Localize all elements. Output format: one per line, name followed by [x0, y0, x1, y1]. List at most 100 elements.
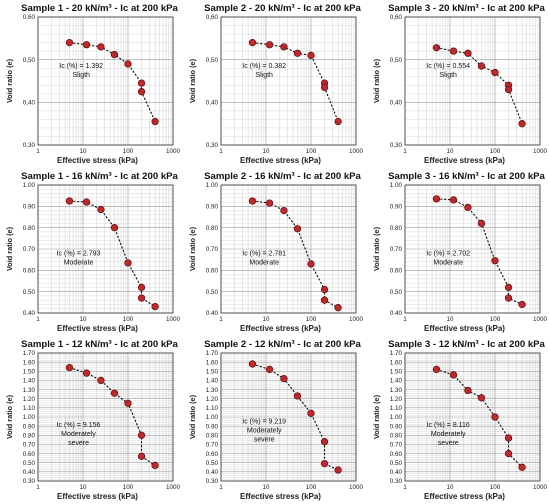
- data-point: [151, 302, 159, 311]
- y-tick-label: 1.30: [23, 387, 36, 394]
- annotation-line: Ic (%) = 2.793: [57, 250, 101, 257]
- y-tick-label: 0,50: [206, 57, 219, 64]
- x-tick-label: 1: [36, 484, 40, 491]
- y-tick-label: 0.40: [206, 310, 219, 317]
- data-point: [518, 120, 526, 128]
- y-tick-label: 0.90: [390, 423, 403, 430]
- annotation-line: Moderate: [433, 259, 463, 266]
- y-axis-label: Void ratio (e): [188, 58, 197, 103]
- collapse-index-annotation: Ic (%) = 0.554 Sligth: [426, 63, 470, 79]
- y-tick-label: 0.60: [206, 268, 219, 275]
- data-point: [320, 459, 329, 468]
- chart-panel-6: Sample 3 - 16 kN/m³ - Ic at 200 kPa 0.40 0…: [372, 171, 548, 333]
- data-point: [65, 38, 74, 47]
- data-point: [248, 360, 257, 368]
- y-tick-label: 0.70: [23, 442, 36, 449]
- plot-frame: [404, 16, 541, 146]
- y-axis-label: Void ratio (e): [372, 394, 381, 439]
- y-tick-label: 0.60: [23, 451, 36, 458]
- chart-panel-7: Sample 1 - 12 kN/m³ - Ic at 200 kPa 0.30 0…: [5, 339, 181, 501]
- y-tick-label: 1.40: [206, 378, 219, 385]
- y-tick-label: 1.00: [23, 414, 36, 421]
- plot-frame: [37, 16, 174, 146]
- data-point: [307, 51, 315, 60]
- annotation-line: Ic (%) = 2.781: [242, 250, 286, 257]
- data-point: [124, 259, 132, 267]
- chart-title: Sample 2 - 16 kN/m³ - Ic at 200 kPa: [204, 171, 361, 182]
- data-point: [265, 199, 274, 207]
- annotation-line: Ic (%) = 2.702: [426, 250, 470, 257]
- x-tick-label: 1000: [349, 148, 364, 155]
- y-tick-label: 0.70: [390, 246, 403, 253]
- y-tick-label: 0.90: [23, 204, 36, 211]
- chart-title: Sample 3 - 12 kN/m³ - Ic at 200 kPa: [388, 339, 545, 350]
- data-point: [307, 409, 315, 417]
- data-point: [293, 392, 302, 400]
- data-point: [124, 60, 132, 68]
- y-tick-label: 0.40: [390, 310, 403, 317]
- annotation-line: Moderately: [247, 427, 282, 434]
- x-tick-label: 100: [306, 484, 317, 491]
- data-point: [491, 413, 499, 421]
- y-tick-label: 0.80: [23, 225, 36, 232]
- y-tick-label: 1.00: [206, 414, 219, 421]
- x-tick-label: 100: [490, 148, 501, 155]
- y-tick-label: 0.80: [206, 432, 219, 439]
- data-point: [320, 285, 329, 294]
- y-tick-label: 0.50: [390, 460, 403, 467]
- x-tick-label: 1: [403, 484, 407, 491]
- y-tick-label: 0.90: [390, 204, 403, 211]
- data-point: [110, 389, 119, 397]
- data-point: [449, 371, 458, 379]
- y-tick-label: 0.70: [390, 442, 403, 449]
- y-axis-label: Void ratio (e): [5, 394, 14, 439]
- y-tick-label: 0.40: [390, 469, 403, 476]
- y-tick-label: 0,30: [23, 142, 36, 149]
- data-point: [504, 449, 513, 458]
- x-tick-label: 1000: [166, 316, 181, 323]
- x-tick-label: 100: [490, 316, 501, 323]
- data-point: [137, 431, 146, 439]
- y-tick-label: 0.50: [23, 289, 36, 296]
- y-tick-label: 1.00: [206, 182, 219, 189]
- y-tick-label: 0.50: [23, 460, 36, 467]
- x-tick-label: 100: [123, 316, 134, 323]
- y-tick-label: 0,50: [390, 57, 403, 64]
- data-point: [464, 386, 472, 395]
- annotation-line: Sligth: [255, 72, 273, 79]
- data-point: [477, 219, 486, 228]
- y-tick-label: 1.10: [206, 405, 219, 412]
- y-tick-label: 1.30: [390, 387, 403, 394]
- x-tick-label: 1000: [533, 316, 548, 323]
- y-tick-label: 1.00: [390, 414, 403, 421]
- x-tick-label: 100: [306, 316, 317, 323]
- plot-area: [38, 17, 173, 145]
- data-point: [334, 466, 342, 474]
- y-tick-label: 1.00: [23, 182, 36, 189]
- chart-panel-8: Sample 2 - 12 kN/m³ - Ic at 200 kPa 0.30 0…: [188, 339, 363, 501]
- chart-panel-4: Sample 1 - 16 kN/m³ - Ic at 200 kPa 0.40 0…: [5, 171, 181, 333]
- data-point: [504, 85, 513, 94]
- data-point: [320, 83, 329, 92]
- data-point: [248, 38, 257, 47]
- plot-frame: [404, 184, 541, 314]
- data-point: [477, 394, 486, 402]
- annotation-line: severe: [68, 440, 89, 447]
- data-point: [137, 79, 146, 87]
- data-point: [280, 206, 288, 215]
- x-tick-label: 1000: [166, 484, 181, 491]
- y-tick-label: 0.70: [23, 246, 36, 253]
- y-tick-label: 0,40: [390, 100, 403, 107]
- y-tick-label: 0.80: [390, 432, 403, 439]
- x-axis-label: Effective stress (kPa): [424, 324, 505, 333]
- data-point: [504, 294, 513, 302]
- annotation-line: Moderate: [64, 259, 94, 266]
- chart-panel-9: Sample 3 - 12 kN/m³ - Ic at 200 kPa 0.30 0…: [372, 339, 547, 501]
- annotation-line: Moderate: [249, 259, 279, 266]
- y-tick-label: 1.60: [206, 359, 219, 366]
- chart-panel-1: Sample 1 - 20 kN/m³ - Ic at 200 kPa 0,30 0…: [5, 3, 180, 165]
- y-tick-label: 0,60: [23, 14, 36, 21]
- y-tick-label: 1.70: [23, 350, 36, 357]
- data-point: [82, 198, 91, 206]
